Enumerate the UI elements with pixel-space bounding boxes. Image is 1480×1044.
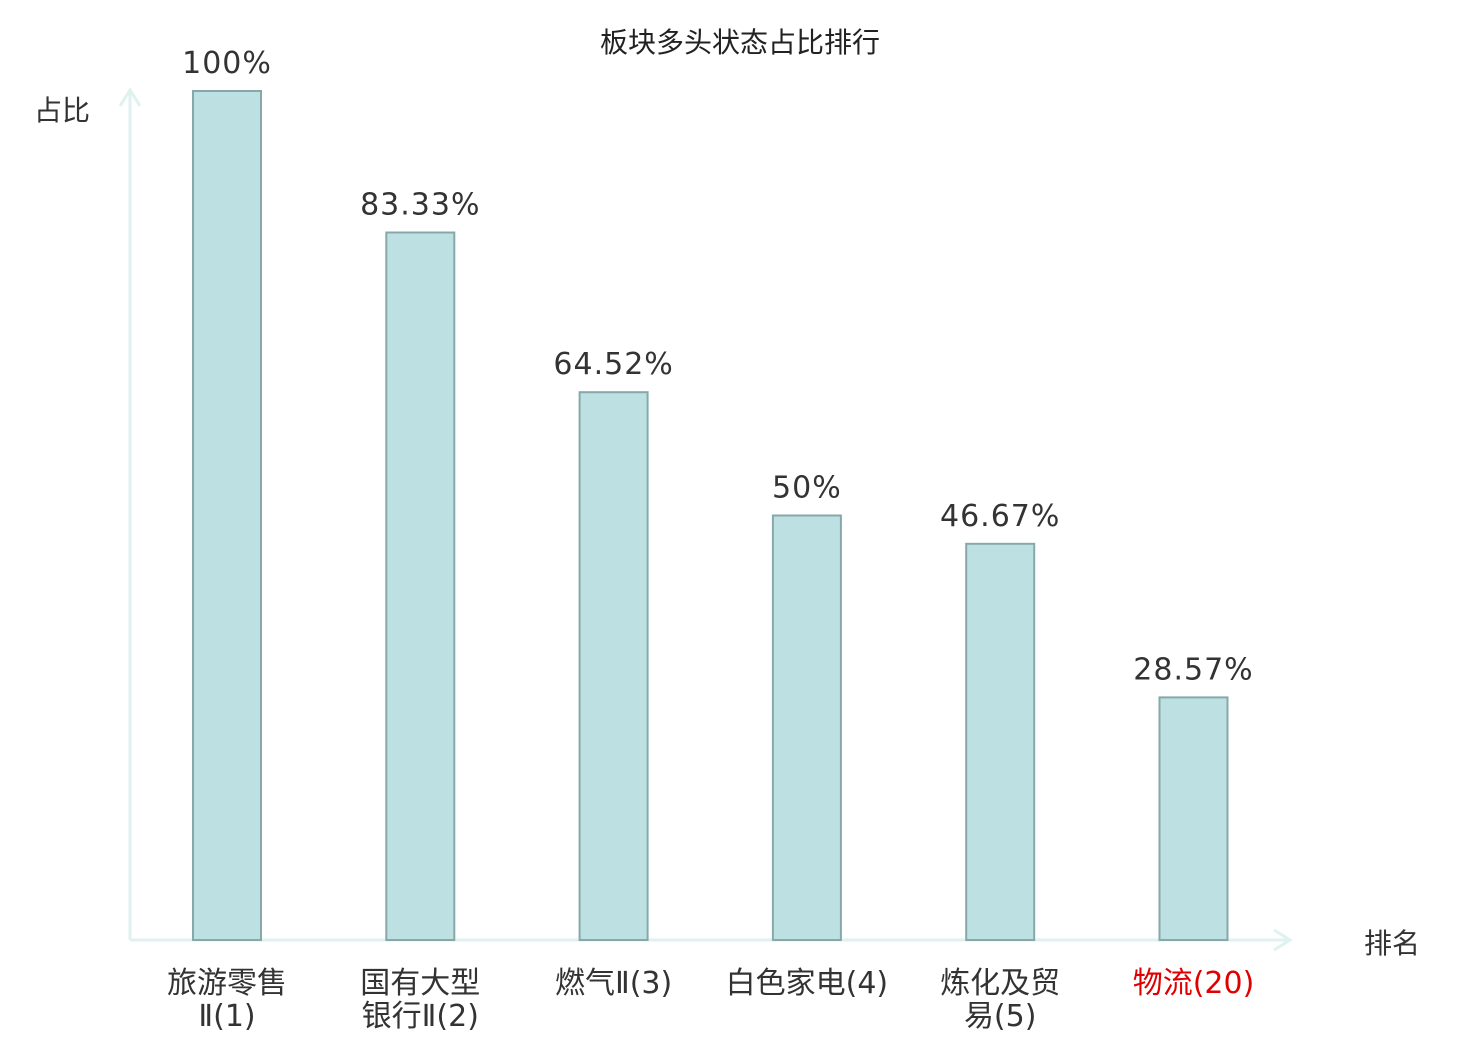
category-label-line: 炼化及贸 bbox=[940, 966, 1060, 1001]
category-label: 燃气Ⅱ(3) bbox=[555, 966, 672, 1001]
category-label-line: 易(5) bbox=[964, 999, 1037, 1034]
category-label: 白色家电(4) bbox=[726, 966, 889, 1001]
category-label-line: 白色家电(4) bbox=[726, 966, 889, 1001]
x-axis-arrow-icon bbox=[1273, 928, 1293, 952]
category-label-line: 银行Ⅱ(2) bbox=[362, 999, 479, 1034]
y-axis-arrow-icon bbox=[118, 87, 142, 107]
category-labels: 旅游零售 Ⅱ(1) 国有大型银行Ⅱ(2) 燃气Ⅱ(3) 白色家电(4) 炼化及贸易(5) 物… bbox=[167, 966, 1254, 1034]
category-label-highlighted: 物流(20) bbox=[1133, 966, 1255, 1001]
bar bbox=[192, 90, 262, 941]
bar bbox=[965, 542, 1036, 941]
category-label-line: 旅游零售 bbox=[167, 966, 287, 1001]
bar bbox=[578, 391, 649, 941]
y-axis-label: 占比 bbox=[34, 94, 90, 127]
value-labels: 100% 83.33% 64.52% 50% 46.67% 28.57% bbox=[182, 46, 1253, 687]
bar bbox=[1158, 696, 1229, 942]
bars bbox=[192, 90, 1229, 942]
value-label: 28.57% bbox=[1133, 652, 1253, 687]
chart-title: 板块多头状态占比排行 bbox=[600, 26, 880, 59]
category-label-line: 物流(20) bbox=[1133, 966, 1255, 1001]
category-label-line: 国有大型 bbox=[360, 966, 480, 1001]
bar bbox=[771, 514, 842, 941]
category-label-line: 燃气Ⅱ(3) bbox=[555, 966, 672, 1001]
value-label: 50% bbox=[772, 471, 842, 506]
value-label: 64.52% bbox=[553, 347, 673, 382]
category-label-line: Ⅱ(1) bbox=[198, 999, 255, 1034]
value-label: 46.67% bbox=[940, 499, 1060, 534]
value-label: 100% bbox=[182, 46, 272, 81]
bar bbox=[385, 231, 456, 941]
value-label: 83.33% bbox=[360, 188, 480, 223]
category-label: 炼化及贸易(5) bbox=[940, 966, 1060, 1034]
category-label: 国有大型银行Ⅱ(2) bbox=[360, 966, 480, 1034]
category-label: 旅游零售 Ⅱ(1) bbox=[167, 966, 287, 1034]
axes bbox=[118, 87, 1293, 952]
x-axis-label: 排名 bbox=[1364, 927, 1420, 960]
